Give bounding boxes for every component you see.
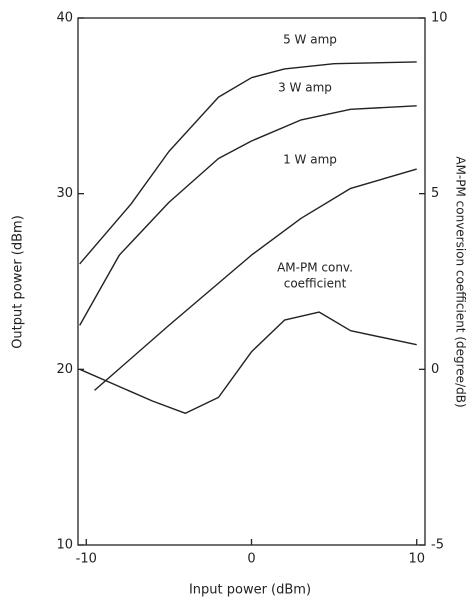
chart: Input power (dBm) Output power (dBm) AM-… — [0, 0, 475, 602]
series-label: 1 W amp — [283, 153, 337, 167]
series-label: 5 W amp — [283, 33, 337, 47]
y2-tick-label: -5 — [431, 538, 444, 553]
line — [80, 312, 417, 413]
y-tick-label: 30 — [56, 186, 73, 201]
annotation: AM-PM conv. — [277, 261, 353, 275]
x-tick-label: 10 — [408, 552, 425, 567]
y2-tick-label: 10 — [431, 11, 448, 26]
line — [80, 106, 417, 326]
plot-frame — [78, 18, 425, 545]
y2-tick-label: 0 — [431, 362, 439, 377]
y-tick-label: 10 — [56, 538, 73, 553]
annotation: coefficient — [284, 277, 347, 291]
y-tick-label: 40 — [56, 11, 73, 26]
line — [95, 169, 417, 390]
y-axis-label: Output power (dBm) — [11, 215, 26, 349]
x-tick-label: -10 — [76, 552, 97, 567]
x-tick-label: 0 — [247, 552, 255, 567]
page: {"chart_data": {"type": "line", "x_label… — [0, 0, 475, 602]
y2-tick-label: 5 — [431, 186, 439, 201]
x-axis-label: Input power (dBm) — [189, 583, 311, 598]
y-tick-label: 20 — [56, 362, 73, 377]
y2-axis-label: AM-PM conversion coefficient (degree/dB) — [454, 156, 468, 407]
line — [80, 62, 417, 264]
series-label: 3 W amp — [278, 81, 332, 95]
